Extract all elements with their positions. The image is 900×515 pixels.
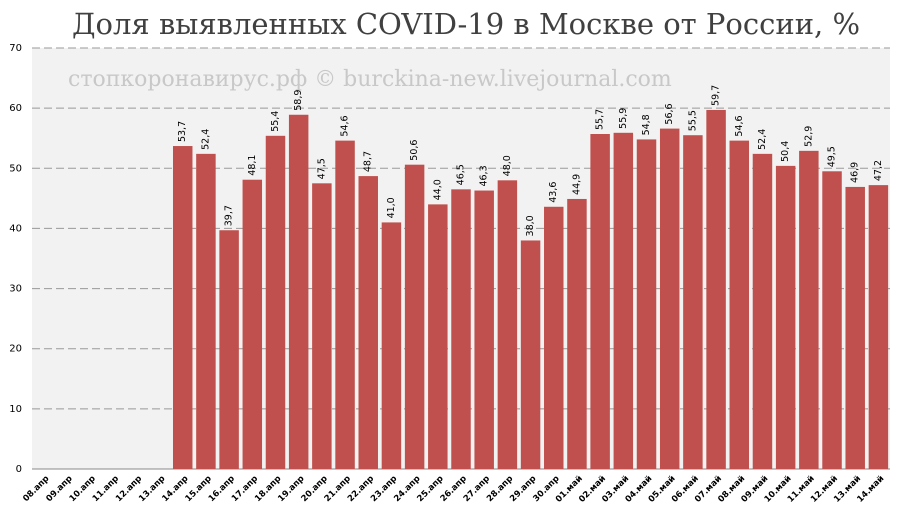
bar: [335, 140, 355, 469]
bar: [497, 180, 518, 470]
y-tick-label: 40: [9, 223, 22, 234]
value-label: 44,0: [432, 179, 443, 200]
bar: [822, 171, 842, 470]
bar: [219, 230, 239, 469]
value-label: 44,9: [571, 174, 582, 195]
value-label: 46,9: [850, 162, 861, 183]
y-tick-label: 0: [16, 464, 22, 475]
value-label: 50,6: [409, 140, 420, 161]
value-label: 52,4: [200, 129, 211, 150]
bar: [706, 109, 726, 469]
value-label: 59,7: [711, 85, 722, 106]
value-label: 50,4: [780, 141, 791, 162]
bar: [659, 128, 680, 469]
bar: [288, 114, 309, 469]
bar: [567, 198, 587, 470]
bar: [590, 134, 610, 470]
value-label: 55,9: [618, 108, 629, 129]
value-label: 54,8: [641, 114, 652, 135]
bar: [242, 179, 263, 469]
value-label: 52,4: [757, 129, 768, 150]
value-label: 47,2: [873, 160, 884, 181]
value-label: 55,4: [270, 111, 281, 132]
bar: [428, 204, 448, 469]
bar: [845, 186, 865, 469]
bar: [404, 164, 425, 470]
value-label: 48,7: [363, 151, 374, 172]
bar: [312, 183, 332, 470]
value-label: 53,7: [177, 121, 188, 142]
bar: [196, 153, 216, 469]
value-label: 52,9: [803, 126, 814, 147]
value-label: 41,0: [386, 197, 397, 218]
y-tick-label: 70: [9, 43, 22, 54]
bar: [613, 132, 634, 469]
bar: [799, 150, 819, 469]
value-label: 48,0: [502, 155, 513, 176]
bar: [451, 189, 471, 470]
bar: [172, 146, 193, 470]
y-tick-label: 30: [9, 284, 22, 295]
value-label: 47,5: [316, 158, 327, 179]
value-label: 58,9: [293, 90, 304, 111]
bar: [474, 190, 494, 469]
value-label: 43,6: [548, 182, 559, 203]
value-label: 56,6: [664, 103, 675, 124]
value-label: 48,1: [247, 155, 258, 176]
bar: [544, 206, 564, 469]
y-tick-label: 10: [9, 404, 22, 415]
y-tick-label: 60: [9, 103, 22, 114]
value-label: 49,5: [827, 146, 838, 167]
value-label: 54,6: [340, 115, 351, 136]
watermark: стопкоронавирус.рф © burckina-new.livejo…: [68, 67, 672, 92]
value-label: 39,7: [224, 205, 235, 226]
bar: [520, 240, 541, 469]
value-label: 55,5: [687, 110, 698, 131]
bar: [775, 165, 796, 469]
bar: [683, 135, 703, 469]
bar: [752, 153, 773, 469]
value-label: 54,6: [734, 115, 745, 136]
value-label: 46,5: [456, 164, 467, 185]
value-label: 46,3: [479, 165, 490, 186]
chart-title: Доля выявленных COVID-19 в Москве от Рос…: [72, 7, 860, 41]
bar: [381, 222, 402, 469]
bar: [636, 139, 657, 469]
bar: [868, 185, 889, 469]
bar: [265, 135, 286, 469]
value-label: 38,0: [525, 215, 536, 236]
value-label: 55,7: [595, 109, 606, 130]
bar: [729, 140, 750, 469]
bar: [358, 176, 378, 469]
y-tick-label: 20: [9, 344, 22, 355]
y-tick-label: 50: [9, 163, 22, 174]
